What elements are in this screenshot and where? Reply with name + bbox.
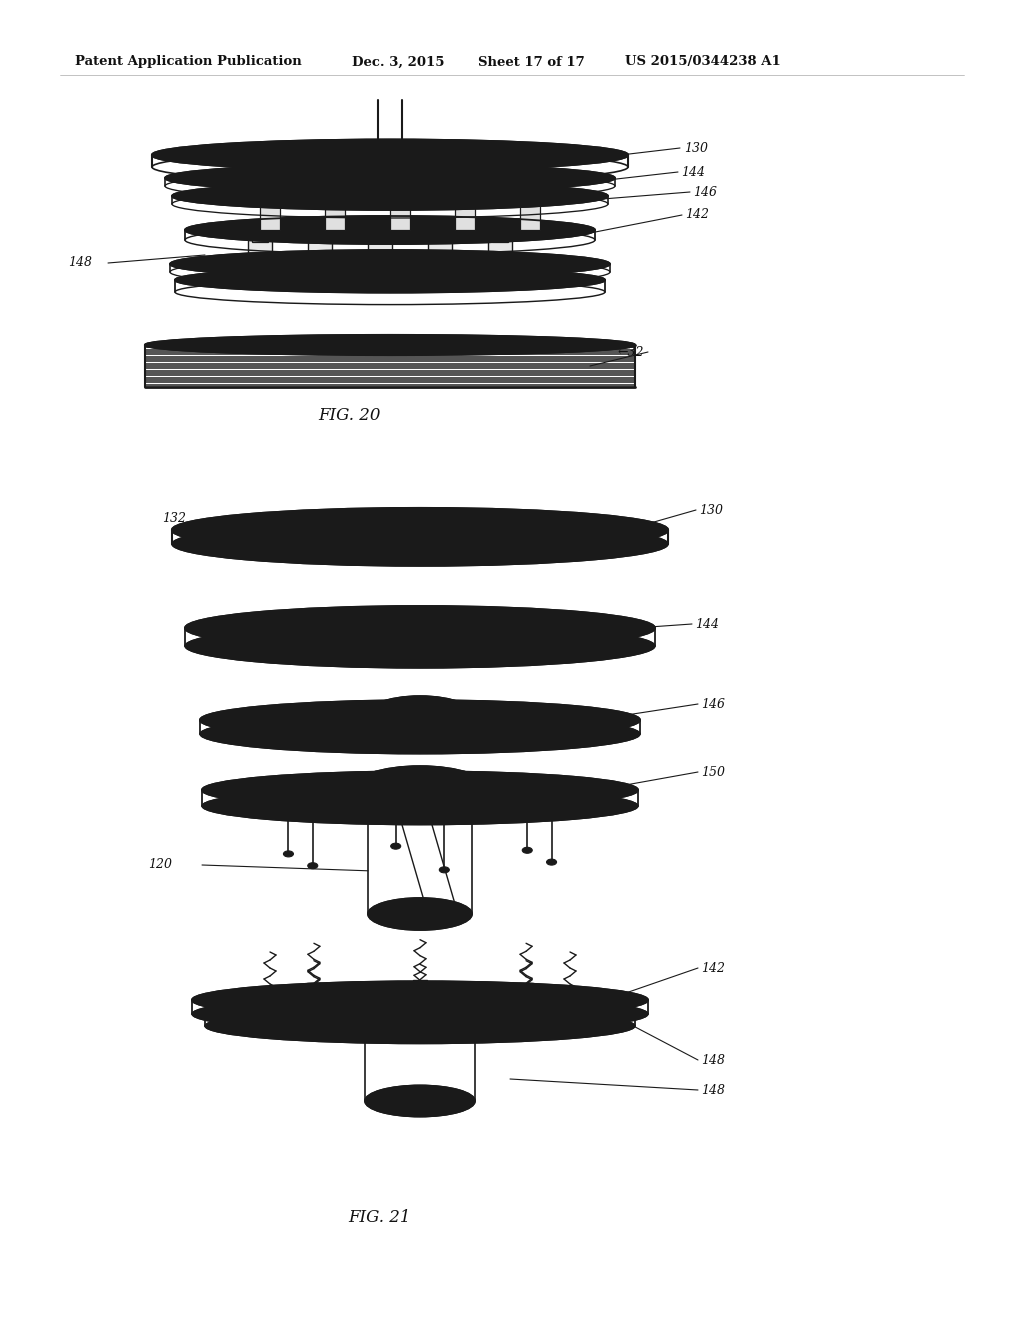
- Ellipse shape: [193, 995, 648, 1032]
- Ellipse shape: [353, 717, 362, 723]
- Ellipse shape: [172, 521, 668, 566]
- Ellipse shape: [439, 867, 450, 873]
- Ellipse shape: [172, 508, 668, 552]
- Ellipse shape: [446, 709, 456, 714]
- Text: US 2015/0344238 A1: US 2015/0344238 A1: [625, 55, 780, 69]
- Bar: [308, 240, 332, 271]
- Bar: [263, 186, 278, 201]
- Ellipse shape: [368, 789, 472, 822]
- Bar: [325, 198, 345, 230]
- Ellipse shape: [202, 787, 638, 825]
- Ellipse shape: [165, 164, 615, 191]
- Bar: [492, 226, 508, 242]
- Ellipse shape: [365, 1010, 475, 1041]
- Text: FIG. 20: FIG. 20: [318, 408, 381, 425]
- Ellipse shape: [388, 708, 452, 733]
- Text: 130: 130: [699, 503, 723, 516]
- Ellipse shape: [547, 859, 557, 865]
- Text: 132: 132: [162, 511, 186, 524]
- Bar: [252, 226, 268, 242]
- Ellipse shape: [185, 624, 655, 668]
- Bar: [488, 240, 512, 271]
- Ellipse shape: [477, 717, 487, 723]
- Bar: [523, 186, 537, 201]
- Bar: [455, 198, 475, 230]
- Ellipse shape: [391, 843, 400, 849]
- Ellipse shape: [368, 898, 472, 931]
- Text: Patent Application Publication: Patent Application Publication: [75, 55, 302, 69]
- Text: 144: 144: [695, 618, 719, 631]
- Bar: [390, 198, 410, 230]
- Ellipse shape: [378, 775, 462, 805]
- Bar: [432, 226, 449, 242]
- Ellipse shape: [469, 722, 478, 729]
- Ellipse shape: [469, 711, 478, 718]
- Text: 142: 142: [685, 209, 709, 222]
- Ellipse shape: [400, 781, 440, 799]
- Text: 150: 150: [701, 766, 725, 779]
- Ellipse shape: [308, 863, 317, 869]
- Ellipse shape: [205, 1008, 635, 1044]
- Ellipse shape: [361, 722, 372, 729]
- Ellipse shape: [185, 606, 655, 649]
- Ellipse shape: [415, 708, 425, 713]
- Bar: [312, 226, 328, 242]
- Text: FIG. 21: FIG. 21: [349, 1209, 412, 1226]
- Ellipse shape: [193, 981, 648, 1019]
- Text: 144: 144: [681, 165, 705, 178]
- Ellipse shape: [200, 700, 640, 739]
- Text: 148: 148: [68, 256, 92, 269]
- Text: 148: 148: [701, 1053, 725, 1067]
- Ellipse shape: [361, 711, 372, 718]
- Ellipse shape: [284, 851, 294, 857]
- Ellipse shape: [365, 1085, 475, 1117]
- Bar: [372, 226, 388, 242]
- Ellipse shape: [205, 997, 635, 1032]
- Bar: [248, 240, 272, 271]
- Ellipse shape: [185, 216, 595, 244]
- Text: ←32: ←32: [618, 346, 644, 359]
- Ellipse shape: [202, 771, 638, 809]
- Ellipse shape: [172, 182, 608, 210]
- Text: 130: 130: [684, 141, 708, 154]
- Ellipse shape: [170, 249, 610, 279]
- Text: 148: 148: [701, 1084, 725, 1097]
- Text: 146: 146: [701, 697, 725, 710]
- Bar: [458, 186, 472, 201]
- Ellipse shape: [522, 847, 532, 853]
- Ellipse shape: [446, 726, 456, 731]
- Text: Dec. 3, 2015: Dec. 3, 2015: [352, 55, 444, 69]
- Ellipse shape: [200, 714, 640, 754]
- Text: Sheet 17 of 17: Sheet 17 of 17: [478, 55, 585, 69]
- Ellipse shape: [183, 521, 207, 535]
- Ellipse shape: [152, 140, 628, 170]
- Text: 142: 142: [701, 961, 725, 974]
- Text: 146: 146: [693, 186, 717, 198]
- Text: 120: 120: [148, 858, 172, 871]
- Ellipse shape: [360, 696, 480, 744]
- Bar: [328, 186, 342, 201]
- Ellipse shape: [384, 726, 394, 731]
- Bar: [520, 198, 540, 230]
- Bar: [393, 186, 407, 201]
- Ellipse shape: [384, 709, 394, 714]
- Ellipse shape: [415, 727, 425, 733]
- Bar: [260, 198, 280, 230]
- Bar: [368, 240, 392, 271]
- Ellipse shape: [145, 335, 635, 355]
- Ellipse shape: [175, 268, 605, 293]
- Ellipse shape: [350, 766, 490, 814]
- Bar: [428, 240, 452, 271]
